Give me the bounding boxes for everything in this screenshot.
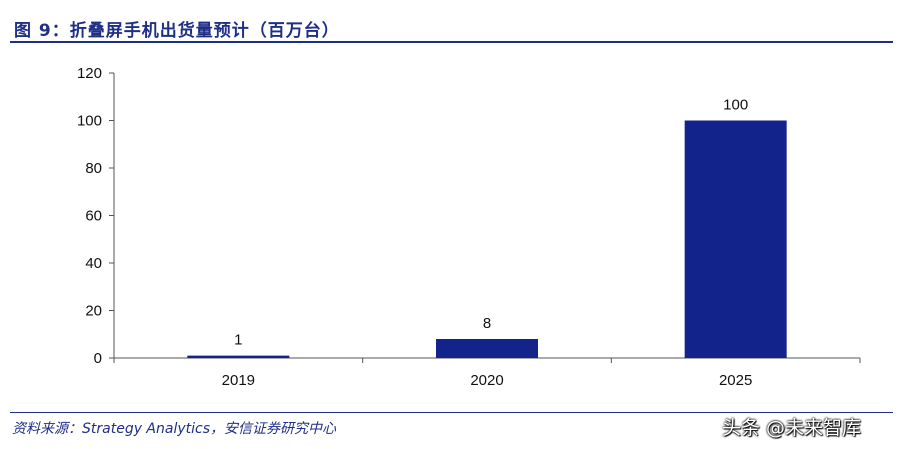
y-tick-label: 80 [85, 160, 102, 177]
source-note: 资料来源：Strategy Analytics，安信证券研究中心 [12, 421, 337, 437]
x-tick-label-2020: 2020 [470, 372, 503, 389]
y-tick-label: 20 [85, 303, 102, 320]
data-label-2020: 8 [483, 315, 491, 332]
x-tick-label-2019: 2019 [222, 372, 255, 389]
x-tick-label-2025: 2025 [719, 372, 752, 389]
y-tick-label: 0 [94, 350, 102, 367]
title-rule [10, 41, 893, 43]
y-tick-label: 40 [85, 255, 102, 272]
y-tick-label: 60 [85, 208, 102, 225]
bar-2019 [187, 355, 290, 358]
y-tick-label: 120 [77, 65, 102, 82]
watermark: 头条 @未来智库 [722, 417, 862, 439]
data-label-2025: 100 [723, 97, 748, 114]
data-label-2019: 1 [234, 332, 242, 349]
y-tick-label: 100 [77, 113, 102, 130]
figure-title: 图 9：折叠屏手机出货量预计（百万台） [14, 21, 340, 41]
source-rule [10, 412, 893, 413]
bar-2025 [684, 120, 787, 358]
bar-2020 [436, 339, 538, 358]
